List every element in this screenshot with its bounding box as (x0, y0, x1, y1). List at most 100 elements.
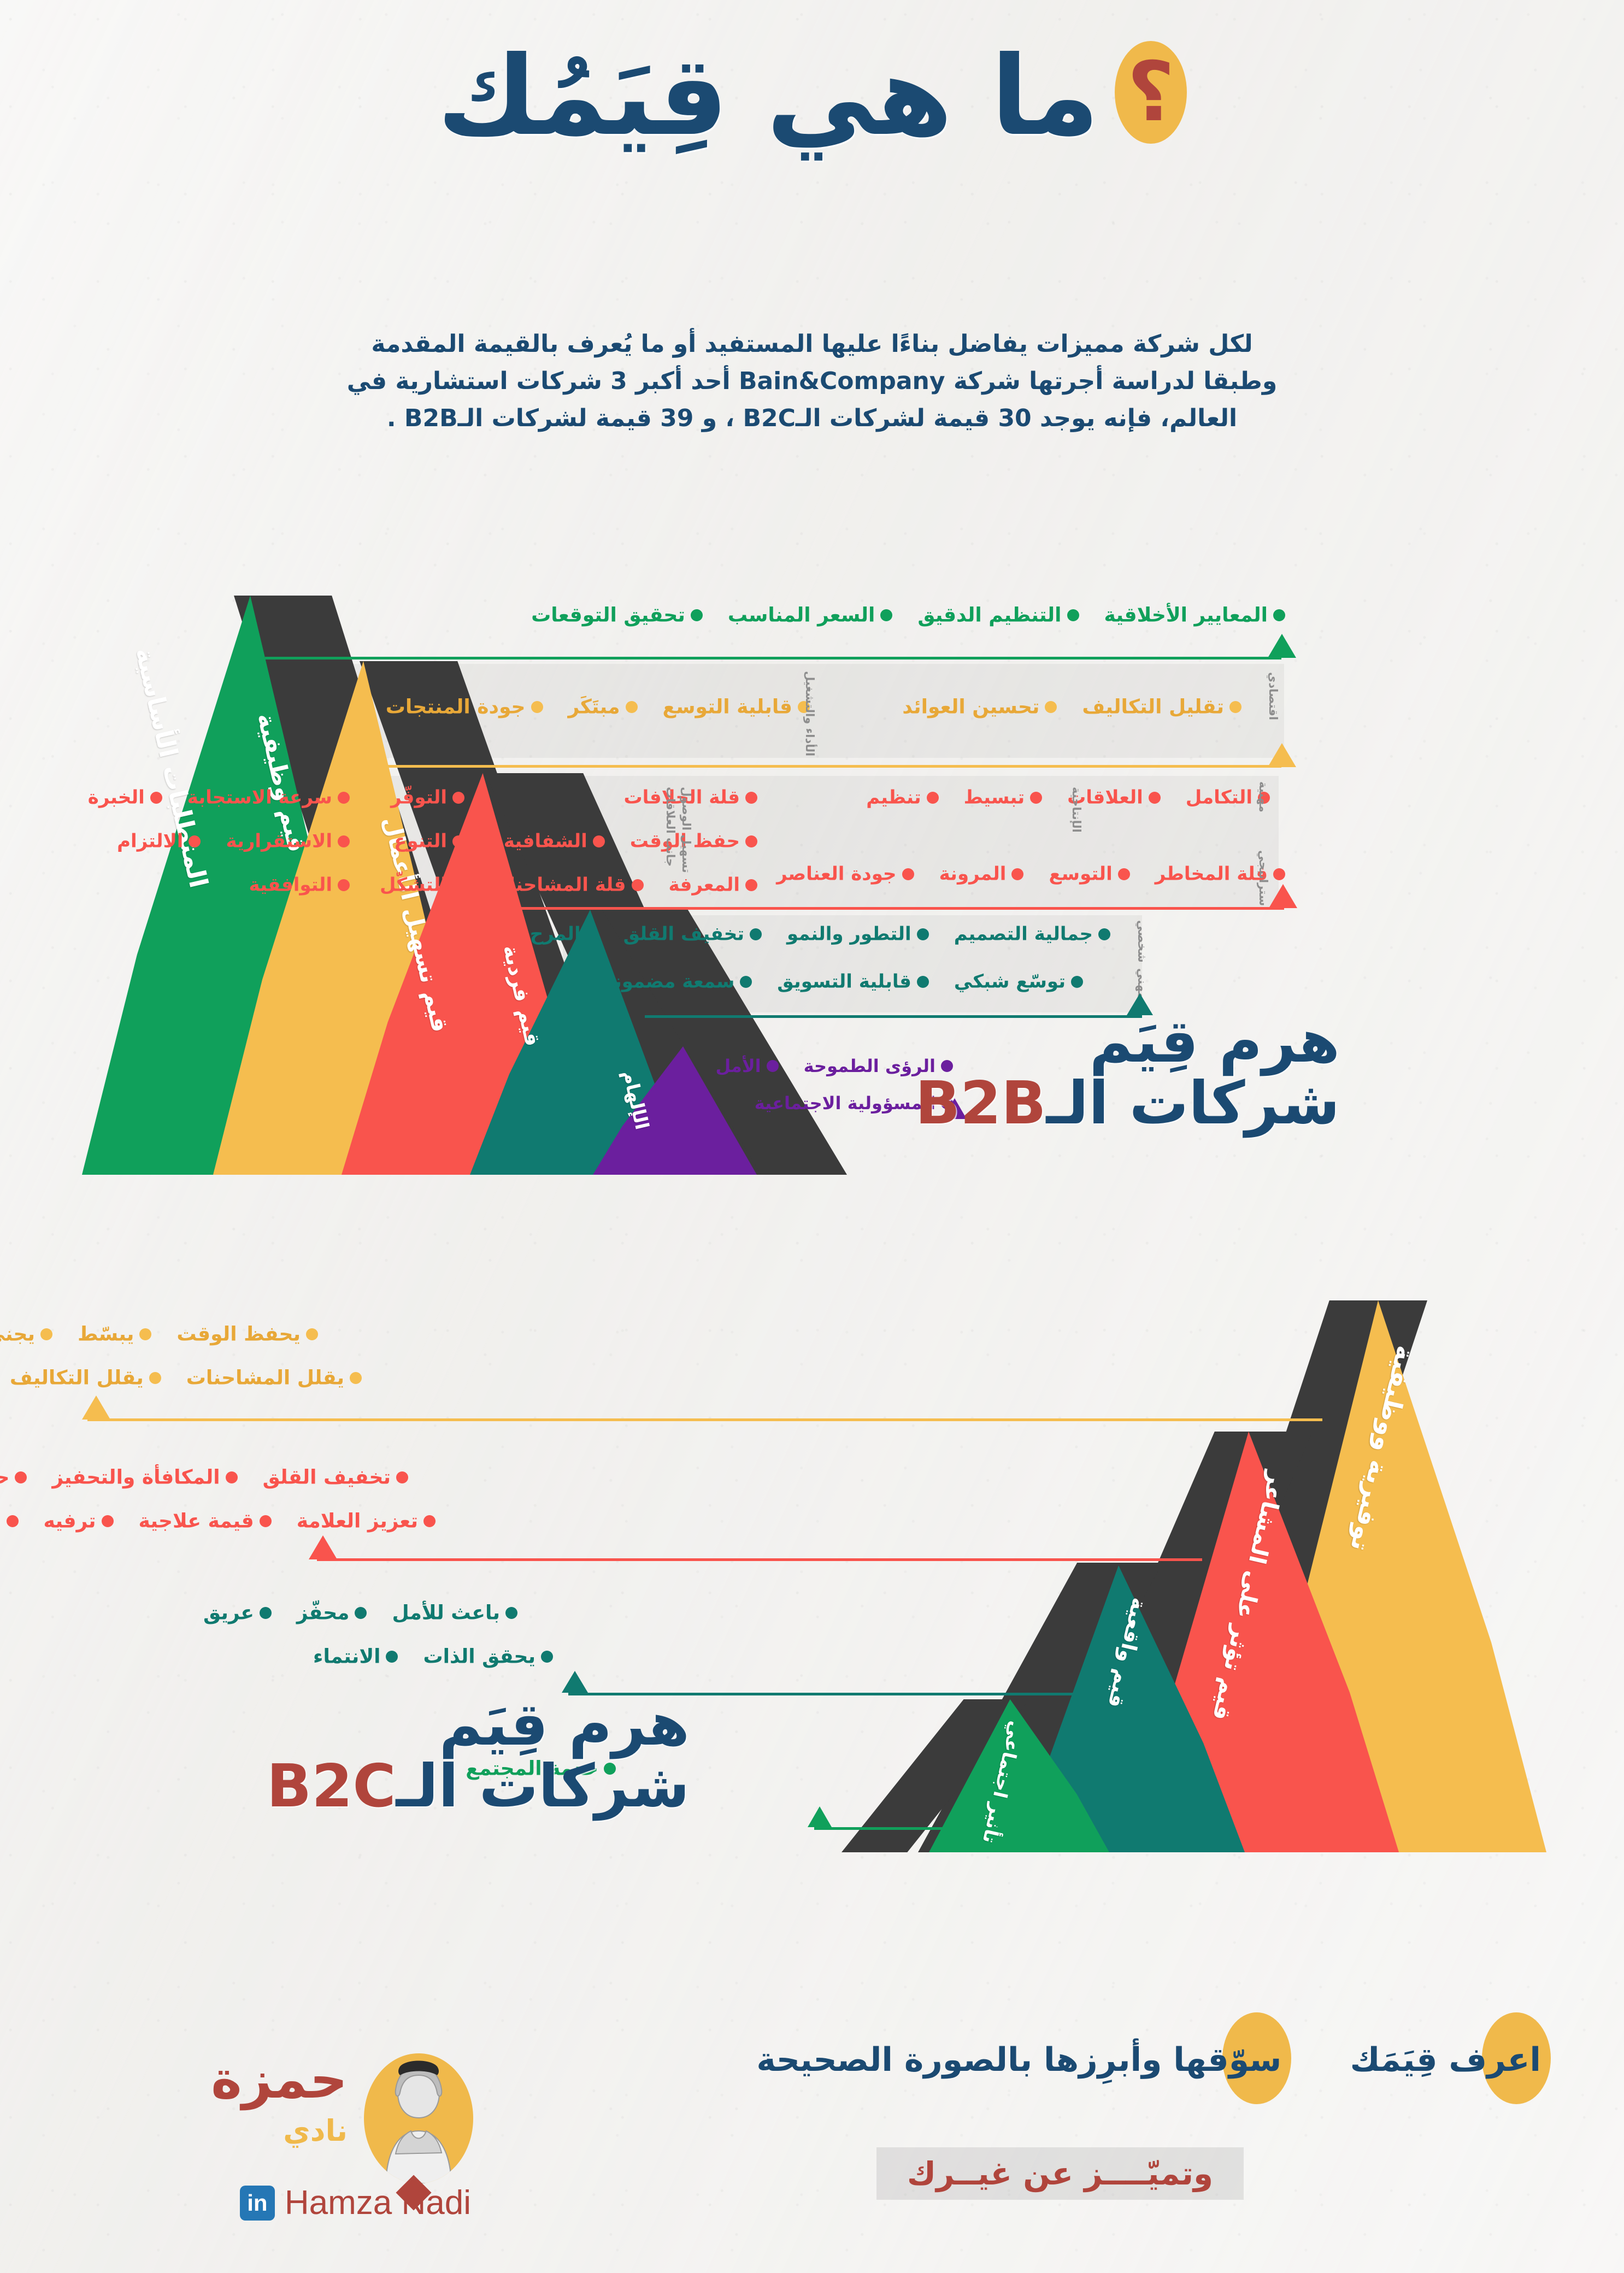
bullet-dot (941, 1060, 953, 1072)
value-item: باعث للأمل (392, 1601, 517, 1624)
value-item-label: سمعة مضمونة (603, 970, 735, 993)
value-item: الأمل (715, 1055, 779, 1076)
b2b-title-line2: شركات الـB2B (848, 1073, 1340, 1134)
value-item-label: الرؤى الطموحة (803, 1056, 935, 1076)
bullet-dot (1229, 701, 1241, 713)
b2c-row-1-line-0: تخفيف القلقالمكافأة والتحفيزحنين للماضيج… (0, 1465, 408, 1489)
b2b-row-2-g0-l0: التكامل العلاقات تبسيط تنظيم (841, 786, 1270, 809)
value-item-label: الالتزام (117, 830, 184, 852)
value-item-label: تقليل التكاليف (1082, 696, 1224, 719)
value-item-label: جمالية التصميم (954, 923, 1093, 945)
cta-part2: سوّقها وأبرِزها بالصورة الصحيحة (756, 2012, 1292, 2104)
question-mark-badge: ؟ (1115, 40, 1187, 144)
b2c-title-prefix: شركات الـ (396, 1752, 690, 1821)
value-item: حفظ الوقت (630, 829, 757, 852)
b2b-vlabel-professional: مهنية (1257, 781, 1270, 812)
value-item: قيمة علاجية (139, 1509, 272, 1533)
footer-subline: وتميّــــز عن غيــرك (710, 2147, 1410, 2200)
b2b-rowline-arrow (1269, 884, 1297, 908)
b2b-row-3-g1: توسّع شبكي قابلية التسويق سمعة مضمونة (578, 970, 1083, 993)
value-item: عريق (203, 1601, 272, 1624)
b2c-row-0-line-1: يقلل المشاحناتيقلل التكاليفرقي الجودةالت… (0, 1366, 362, 1389)
bullet-dot (452, 835, 464, 847)
b2c-title-tag: B2C (266, 1752, 396, 1821)
bullet-dot (396, 1471, 408, 1483)
bullet-dot (1258, 791, 1270, 804)
value-item: توسّع شبكي (954, 970, 1083, 993)
value-item: التوافقية (249, 873, 350, 896)
cta-part1: اعرف قِيَمَك (1350, 2012, 1551, 2104)
bullet-dot (1273, 868, 1285, 880)
value-item-label: تنظيم (866, 786, 921, 809)
linkedin-handle[interactable]: Hamza Nadi (284, 2184, 471, 2222)
b2b-rowline-yellow (380, 765, 1281, 768)
bullet-dot (338, 791, 350, 804)
value-item: قابلية التسويق (777, 970, 929, 993)
b2c-title-line1: هرم قِيَم (439, 1691, 690, 1759)
bullet-dot (259, 1515, 272, 1527)
b2b-vlabel-access: تسهيل الوصول (680, 787, 693, 873)
bullet-dot (745, 791, 757, 804)
page-title-text: ما هي قِيَمُك (437, 33, 1101, 160)
value-item-label: سرعة الاستجابة (187, 786, 332, 809)
linkedin-icon[interactable]: in (239, 2185, 275, 2221)
value-item: قلة المخاطر (1155, 862, 1285, 885)
b2b-row-2-g1-l0: قلة المخاطر التوسع المرونة جودة العناصر (751, 862, 1285, 885)
value-item-label: تخفيف القلق (623, 923, 744, 945)
bullet-dot (766, 1060, 779, 1072)
bullet-dot (306, 1328, 318, 1340)
value-item-label: جودة العناصر (776, 863, 897, 885)
b2b-row-1-group-0: تقليل التكاليف تحسين العوائد (877, 695, 1241, 719)
bullet-dot (338, 879, 350, 891)
value-item: الانتماء (313, 1645, 398, 1668)
bullet-dot (355, 1607, 367, 1619)
value-item-label: السعر المناسب (727, 604, 875, 627)
value-item-label: باعث للأمل (392, 1601, 500, 1624)
value-item: تقليل التكاليف (1082, 695, 1241, 719)
value-item: تنظيم (866, 786, 939, 809)
value-item: التشكّل (380, 873, 464, 896)
b2b-section-title: هرم قِيَم شركات الـB2B (848, 1011, 1340, 1135)
value-item: يحفظ الوقت (176, 1322, 318, 1346)
value-item: الشفافية (504, 829, 605, 852)
value-item-label: عريق (203, 1601, 254, 1624)
bullet-dot (1273, 609, 1285, 621)
b2b-rowline-arrow (1127, 993, 1153, 1015)
bullet-dot (690, 609, 703, 621)
value-item-label: المرح (529, 923, 581, 945)
b2b-row-2-g2-l1: حفظ الوقت الشفافية (479, 829, 757, 852)
value-item-label: المسؤولية الاجتماعية (754, 1093, 935, 1114)
value-item: التكامل (1186, 786, 1270, 809)
b2b-row-2-g2-l2: المعرفة قلة المشاحنات (465, 873, 757, 896)
value-item-label: يحقق الذات (423, 1645, 536, 1668)
linkedin-link[interactable]: in Hamza Nadi (239, 2183, 471, 2222)
value-item-label: تعزيز العلامة (296, 1510, 418, 1533)
value-item-label: قابلية التسويق (777, 970, 911, 993)
b2c-title-line2: شركات الـB2C (176, 1756, 690, 1817)
value-item-label: خدمة المجتمع (466, 1757, 598, 1780)
value-item: التنظيم الدقيق (917, 603, 1079, 627)
value-item: المعايير الأخلاقية (1104, 603, 1285, 627)
bullet-dot (189, 835, 201, 847)
b2b-rowline-red (503, 907, 1284, 910)
value-item-label: حفظ الوقت (629, 830, 740, 852)
value-item: الخبرة (88, 786, 162, 809)
value-item-label: التنظيم الدقيق (917, 604, 1062, 627)
value-item-label: المعرفة (668, 874, 740, 896)
b2b-rowline-green (265, 657, 1281, 659)
value-item-label: قابلية التوسع (662, 696, 792, 719)
value-item: يبسّط (78, 1322, 152, 1346)
bullet-dot (916, 928, 929, 940)
bullet-dot (1030, 791, 1043, 804)
b2b-row-2-g3-l1: التنوع (369, 829, 464, 852)
value-item: الرؤى الطموحة (804, 1055, 953, 1076)
value-item-label: قلة المخاطر (1155, 863, 1268, 885)
value-item: تخفيف القلق (623, 922, 762, 945)
value-item-label: الأمل (715, 1056, 761, 1076)
value-item-label: الاستقرارية (226, 830, 332, 852)
value-item: مبتَكَر (568, 695, 638, 719)
bullet-dot (15, 1471, 27, 1483)
bullet-dot (1011, 868, 1024, 880)
